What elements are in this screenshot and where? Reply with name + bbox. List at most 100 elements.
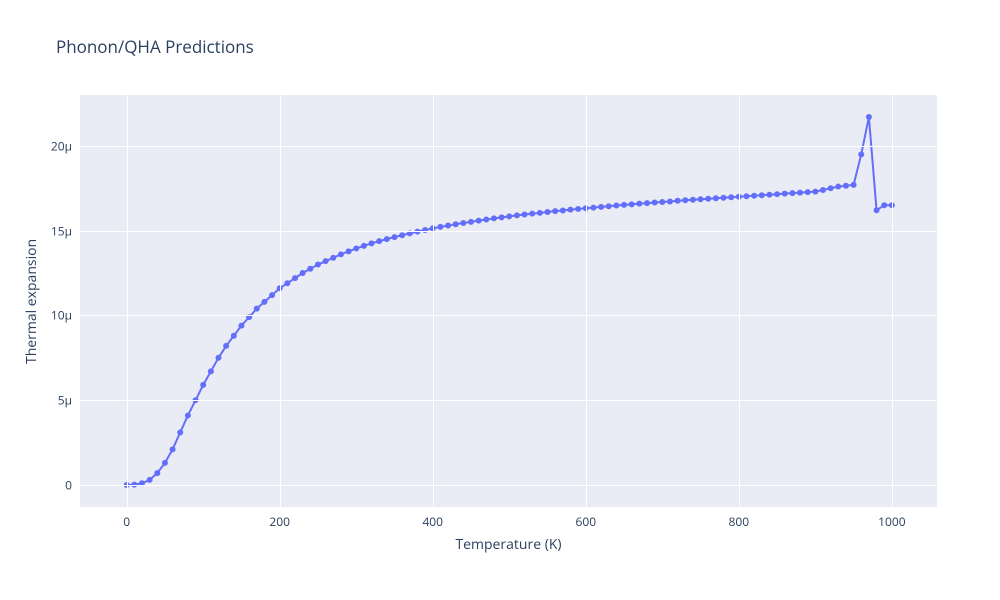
x-tick-label: 200: [269, 513, 290, 530]
data-point[interactable]: [881, 202, 887, 208]
data-point[interactable]: [460, 220, 466, 226]
data-point[interactable]: [759, 192, 765, 198]
data-point[interactable]: [560, 207, 566, 213]
x-grid-line: [739, 95, 740, 507]
data-point[interactable]: [361, 243, 367, 249]
data-point[interactable]: [613, 203, 619, 209]
data-point[interactable]: [843, 183, 849, 189]
data-point[interactable]: [369, 240, 375, 246]
data-point[interactable]: [575, 206, 581, 212]
plot-area[interactable]: [80, 95, 937, 507]
data-point[interactable]: [384, 236, 390, 242]
data-point[interactable]: [835, 184, 841, 190]
data-point[interactable]: [590, 205, 596, 211]
data-point[interactable]: [292, 275, 298, 281]
data-point[interactable]: [682, 197, 688, 203]
data-point[interactable]: [728, 194, 734, 200]
data-point[interactable]: [774, 191, 780, 197]
data-point[interactable]: [552, 208, 558, 214]
data-point[interactable]: [170, 446, 176, 452]
data-point[interactable]: [330, 255, 336, 261]
data-point[interactable]: [506, 213, 512, 219]
data-point[interactable]: [659, 199, 665, 205]
data-point[interactable]: [323, 258, 329, 264]
data-point[interactable]: [307, 266, 313, 272]
data-point[interactable]: [828, 185, 834, 191]
data-point[interactable]: [499, 214, 505, 220]
data-point[interactable]: [200, 382, 206, 388]
data-point[interactable]: [491, 215, 497, 221]
data-point[interactable]: [315, 262, 321, 268]
x-tick-label: 800: [729, 513, 750, 530]
data-point[interactable]: [468, 219, 474, 225]
data-point[interactable]: [621, 202, 627, 208]
y-tick-label: 10μ: [51, 307, 72, 324]
data-point[interactable]: [751, 193, 757, 199]
data-point[interactable]: [721, 195, 727, 201]
y-grid-line: [80, 231, 937, 232]
data-point[interactable]: [476, 218, 482, 224]
data-point[interactable]: [690, 197, 696, 203]
data-point[interactable]: [177, 429, 183, 435]
data-point[interactable]: [820, 187, 826, 193]
data-point[interactable]: [851, 182, 857, 188]
data-point[interactable]: [284, 280, 290, 286]
data-point[interactable]: [346, 248, 352, 254]
data-point[interactable]: [874, 207, 880, 213]
data-point[interactable]: [644, 200, 650, 206]
data-point[interactable]: [652, 199, 658, 205]
data-point[interactable]: [353, 245, 359, 251]
series-line[interactable]: [127, 117, 892, 485]
y-tick-label: 20μ: [51, 137, 72, 154]
data-point[interactable]: [636, 201, 642, 207]
data-point[interactable]: [797, 190, 803, 196]
data-point[interactable]: [866, 114, 872, 120]
data-point[interactable]: [782, 191, 788, 197]
data-point[interactable]: [545, 209, 551, 215]
data-point[interactable]: [437, 224, 443, 230]
data-point[interactable]: [667, 198, 673, 204]
data-point[interactable]: [705, 196, 711, 202]
data-point[interactable]: [606, 203, 612, 209]
data-point[interactable]: [338, 251, 344, 257]
data-point[interactable]: [154, 470, 160, 476]
data-point[interactable]: [567, 207, 573, 213]
data-point[interactable]: [522, 212, 528, 218]
x-tick-label: 0: [123, 513, 130, 530]
data-point[interactable]: [789, 190, 795, 196]
data-point[interactable]: [300, 270, 306, 276]
data-point[interactable]: [743, 193, 749, 199]
data-point[interactable]: [629, 201, 635, 207]
data-point[interactable]: [254, 306, 260, 312]
data-point[interactable]: [376, 238, 382, 244]
data-point[interactable]: [537, 210, 543, 216]
data-point[interactable]: [399, 232, 405, 238]
data-point[interactable]: [231, 333, 237, 339]
data-point[interactable]: [812, 189, 818, 195]
data-point[interactable]: [483, 216, 489, 222]
data-point[interactable]: [391, 234, 397, 240]
data-point[interactable]: [598, 204, 604, 210]
data-point[interactable]: [162, 460, 168, 466]
data-point[interactable]: [208, 368, 214, 374]
data-point[interactable]: [269, 292, 275, 298]
data-point[interactable]: [766, 192, 772, 198]
data-point[interactable]: [414, 229, 420, 235]
data-point[interactable]: [147, 477, 153, 483]
data-point[interactable]: [238, 323, 244, 329]
data-point[interactable]: [223, 343, 229, 349]
data-point[interactable]: [713, 195, 719, 201]
x-tick-label: 400: [422, 513, 443, 530]
data-point[interactable]: [216, 355, 222, 361]
data-point[interactable]: [529, 211, 535, 217]
data-point[interactable]: [185, 412, 191, 418]
data-point[interactable]: [261, 299, 267, 305]
data-point[interactable]: [514, 212, 520, 218]
data-point[interactable]: [675, 198, 681, 204]
chart-title: Phonon/QHA Predictions: [56, 35, 254, 58]
data-point[interactable]: [805, 189, 811, 195]
data-point[interactable]: [698, 196, 704, 202]
data-point[interactable]: [858, 151, 864, 157]
data-point[interactable]: [445, 223, 451, 229]
data-point[interactable]: [453, 221, 459, 227]
